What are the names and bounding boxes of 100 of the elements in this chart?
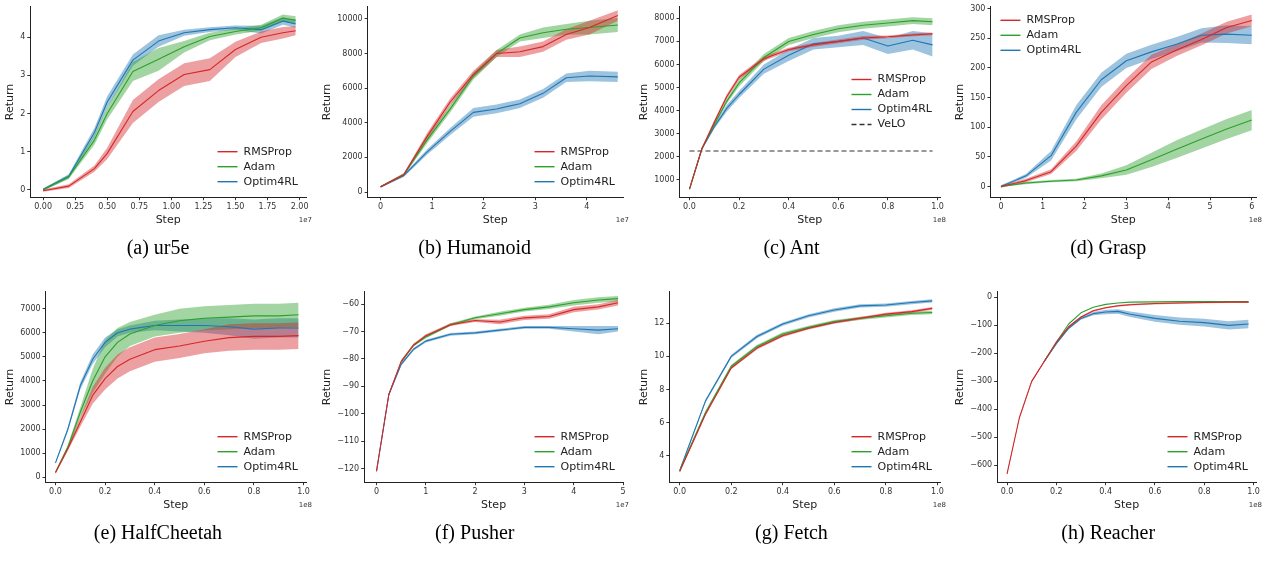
legend-label: RMSProp: [560, 429, 609, 443]
y-tick-label: −500: [970, 432, 993, 442]
y-axis-title: Return: [953, 368, 967, 406]
x-tick-label: 0.6: [1148, 487, 1162, 497]
x-tick-label: 1: [429, 202, 435, 212]
x-tick-label: 0: [373, 487, 379, 497]
x-axis-title: Step: [482, 213, 508, 227]
x-tick-label: 0.0: [682, 202, 696, 212]
x-tick-label: 0.2: [98, 487, 112, 497]
text: (e) HalfCheetah: [92, 521, 224, 544]
y-axis-title: Return: [953, 83, 967, 121]
x-tick-label: 5: [620, 487, 626, 497]
y-tick-label: −120: [336, 463, 359, 473]
legend-label: Optim4RL: [877, 102, 933, 116]
x-axis-title: Step: [163, 498, 189, 512]
x-tick-label: 1.75: [258, 202, 277, 212]
x-tick-label: 0.2: [724, 487, 738, 497]
y-tick-label: 3: [20, 70, 26, 80]
x-tick-label: 1: [1040, 202, 1046, 212]
y-tick-label: 6000: [20, 327, 41, 337]
y-axis-title: Return: [3, 368, 17, 406]
y-tick-label: 0: [20, 184, 26, 194]
x-tick-label: 1.25: [194, 202, 213, 212]
x-tick-label: 0.2: [1050, 487, 1063, 497]
legend-label: Adam: [243, 159, 276, 173]
text: (f) Pusher: [434, 521, 516, 544]
legend-label: Adam: [560, 444, 593, 458]
y-tick-label: 4000: [342, 117, 363, 127]
y-tick-label: 100: [970, 122, 986, 132]
y-tick-label: 0: [980, 181, 986, 191]
legend-label: RMSProp: [877, 429, 926, 443]
x-tick-label: 2.00: [290, 202, 309, 212]
x-tick-label: 1: [423, 487, 429, 497]
y-tick-label: 3000: [20, 400, 41, 410]
y-axis-title: Return: [320, 83, 334, 121]
y-tick-label: 1: [20, 146, 26, 156]
x-tick-label: 0.25: [66, 202, 85, 212]
y-tick-label: 200: [970, 62, 986, 72]
legend-label: Adam: [1026, 28, 1059, 42]
y-tick-label: −60: [342, 299, 359, 309]
legend-label: Optim4RL: [1193, 459, 1250, 473]
x-tick-label: 1.0: [297, 487, 310, 497]
legend-label: RMSProp: [243, 429, 293, 443]
y-tick-label: 8000: [342, 48, 363, 58]
y-tick-label: 4000: [653, 105, 675, 115]
text: (h) Reacher: [1060, 521, 1157, 544]
x-tick-label: 2: [1082, 202, 1088, 212]
text: (a) ur5e: [125, 236, 191, 259]
x-tick-label: 0.4: [148, 487, 162, 497]
legend-label: Optim4RL: [1026, 43, 1083, 57]
legend-label: Optim4RL: [560, 459, 616, 473]
x-tick-label: 0.6: [197, 487, 211, 497]
legend-label: RMSProp: [1193, 429, 1243, 443]
legend-label: Adam: [877, 87, 909, 101]
y-tick-label: 2000: [20, 424, 41, 434]
x-tick-label: 0.0: [672, 487, 686, 497]
y-tick-label: −70: [342, 326, 359, 336]
x-tick-label: 3: [532, 202, 538, 212]
x-tick-label: 0.0: [49, 487, 62, 497]
y-tick-label: 2: [20, 108, 26, 118]
y-tick-label: 0: [35, 472, 41, 482]
x-tick-label: 0.6: [831, 202, 845, 212]
y-tick-label: 4: [20, 32, 26, 42]
y-tick-label: −600: [970, 460, 993, 470]
x-tick-label: 0.2: [732, 202, 745, 212]
x-tick-label: 4: [584, 202, 590, 212]
y-tick-label: 1000: [653, 174, 675, 184]
x-tick-label: 0.8: [247, 487, 261, 497]
y-tick-label: 250: [970, 33, 986, 43]
x-tick-label: 0: [998, 202, 1004, 212]
x-tick-label: 0.6: [827, 487, 841, 497]
y-tick-label: 5000: [20, 351, 41, 361]
x-tick-label: 0.8: [879, 487, 892, 497]
legend-label: Adam: [1193, 444, 1226, 458]
y-tick-label: 7000: [653, 36, 675, 46]
x-tick-label: 4: [570, 487, 576, 497]
x-tick-label: 0.50: [98, 202, 117, 212]
text: (b) Humanoid: [417, 236, 533, 259]
x-tick-label: 0.75: [130, 202, 149, 212]
y-tick-label: −200: [970, 348, 993, 358]
x-tick-label: 0.0: [1000, 487, 1014, 497]
y-tick-label: −100: [336, 408, 359, 418]
legend-label: Optim4RL: [243, 459, 299, 473]
x-tick-label: 1.50: [226, 202, 245, 212]
x-tick-label: 0.4: [1099, 487, 1113, 497]
y-tick-label: 8000: [653, 13, 675, 23]
y-tick-label: 300: [970, 3, 986, 13]
legend-label: Adam: [243, 444, 276, 458]
y-tick-label: −100: [970, 320, 993, 330]
y-tick-label: −400: [970, 404, 993, 414]
x-tick-label: 4: [1165, 202, 1171, 212]
x-tick-label: 0.8: [1198, 487, 1211, 497]
legend-label: Adam: [877, 444, 909, 458]
y-tick-label: 10000: [336, 13, 363, 23]
y-tick-label: 0: [357, 187, 363, 197]
y-tick-label: −300: [970, 376, 993, 386]
y-tick-label: −110: [336, 436, 359, 446]
y-tick-label: 6000: [342, 83, 363, 93]
y-tick-label: 1000: [20, 448, 41, 458]
legend-label: Optim4RL: [877, 459, 933, 473]
